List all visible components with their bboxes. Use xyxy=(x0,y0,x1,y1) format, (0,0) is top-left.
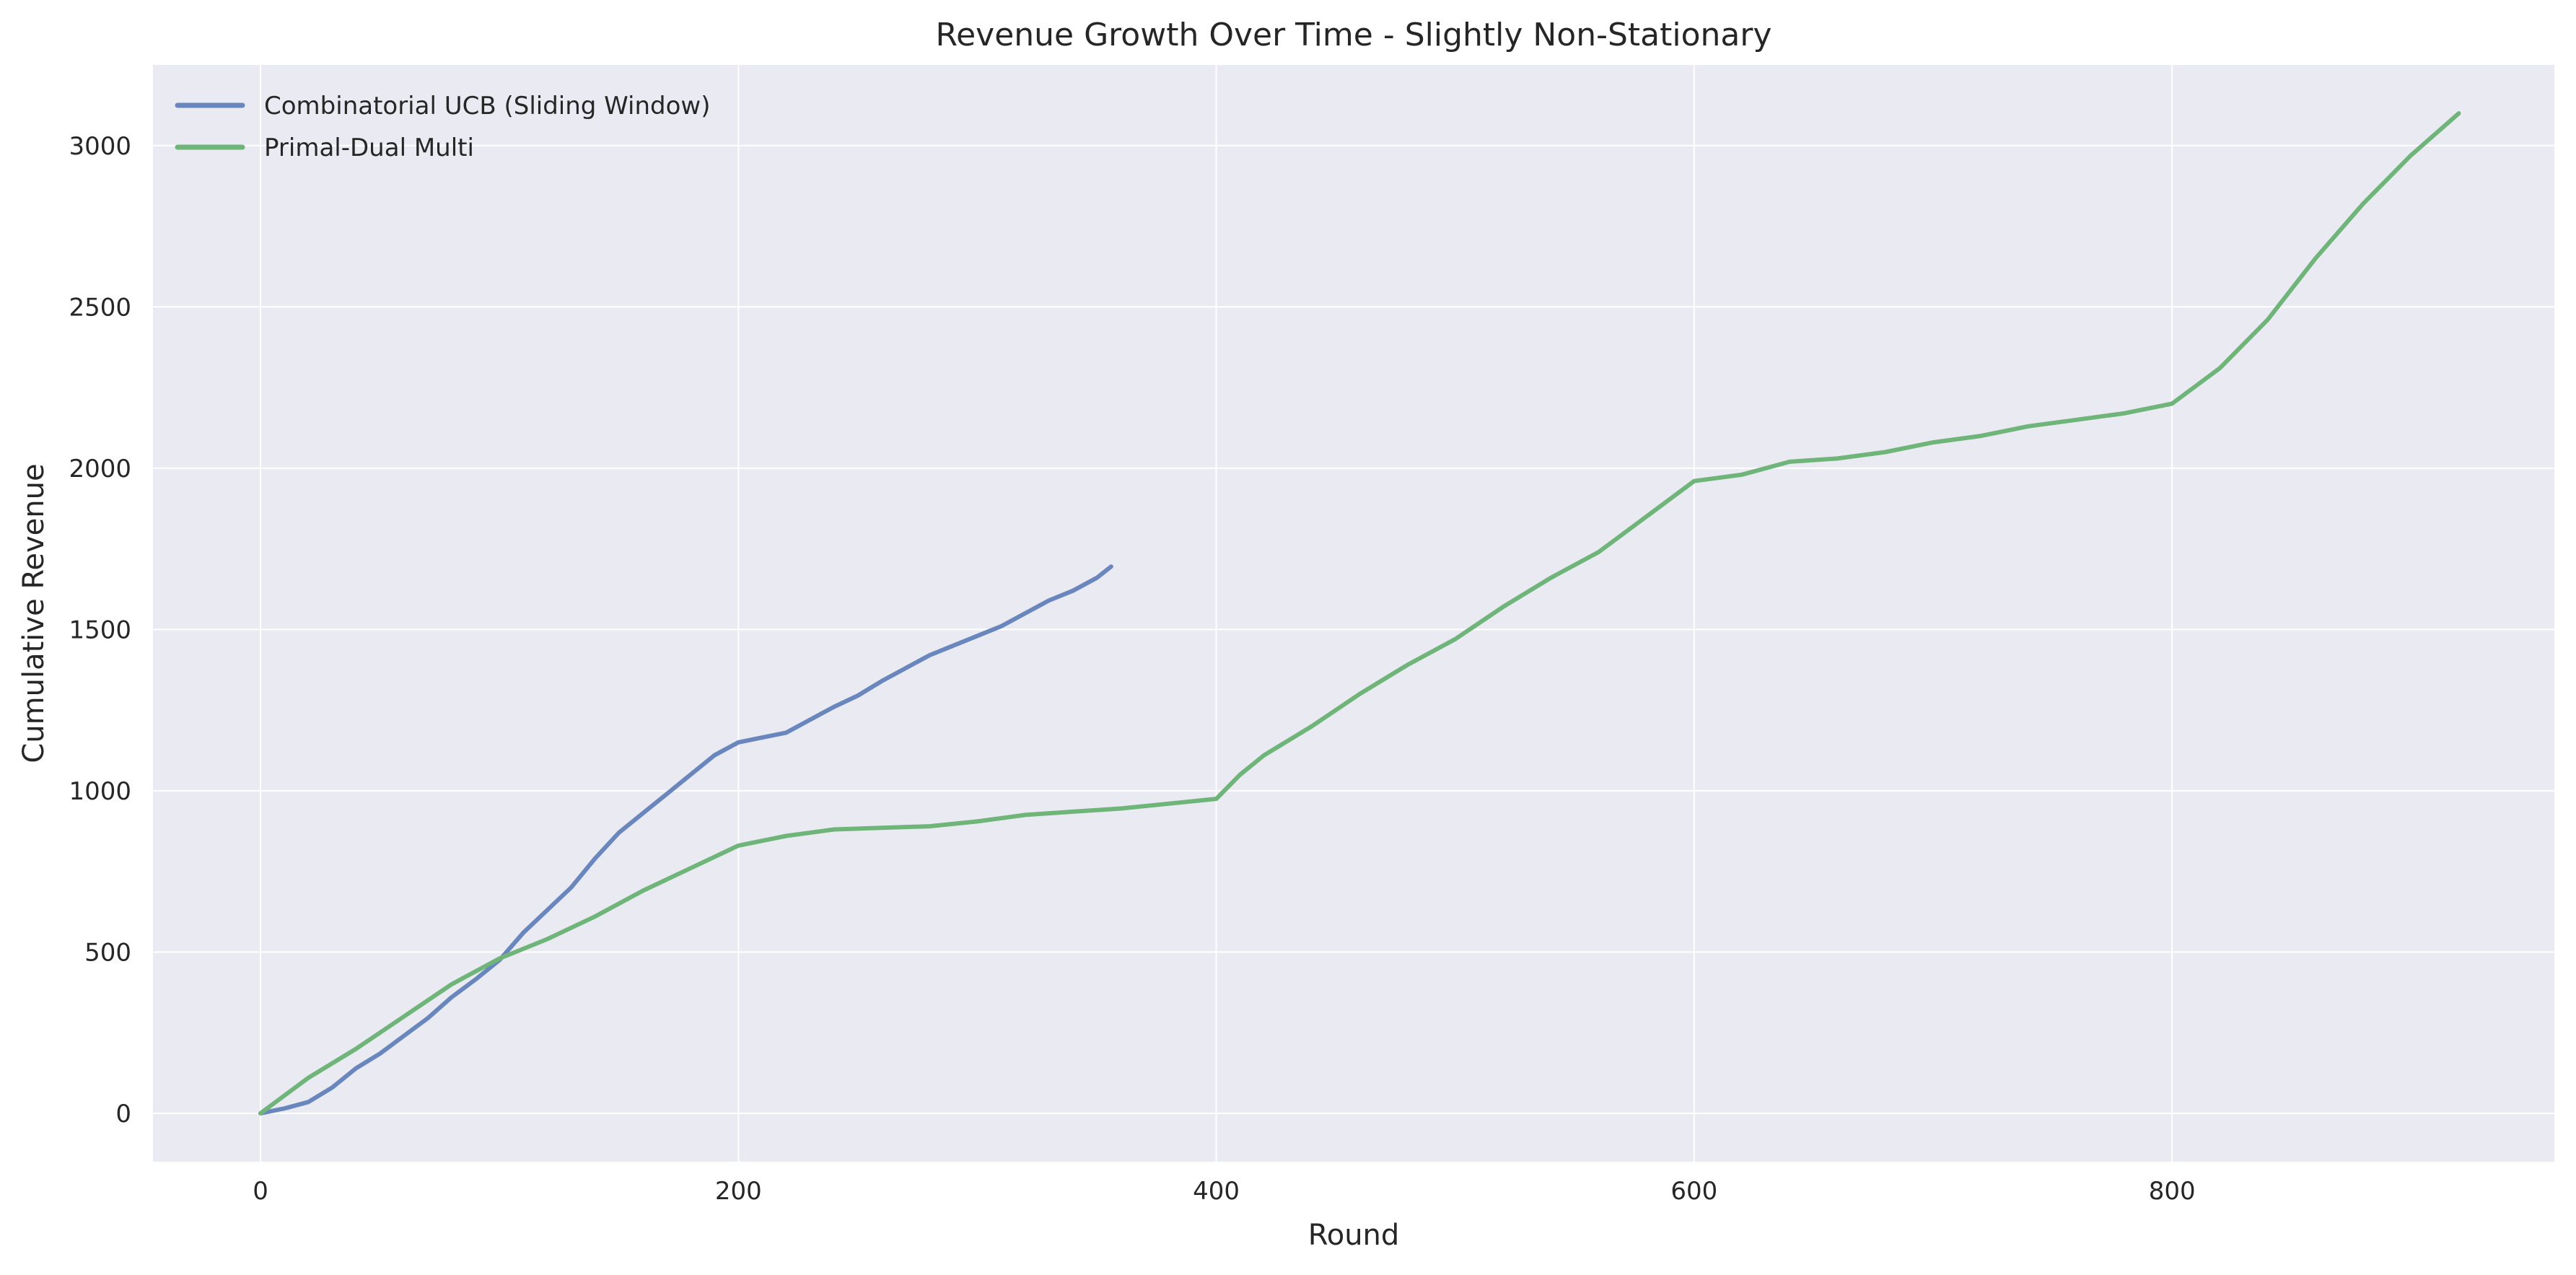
y-tick-label: 500 xyxy=(84,938,131,967)
legend: Combinatorial UCB (Sliding Window) Primal… xyxy=(175,92,711,162)
y-tick-label: 0 xyxy=(115,1100,131,1129)
series-lines xyxy=(258,111,2461,1116)
legend-label: Combinatorial UCB (Sliding Window) xyxy=(264,92,711,121)
legend-label: Primal-Dual Multi xyxy=(264,133,474,162)
x-tick-label: 200 xyxy=(715,1177,762,1206)
tick-labels: 0 200 400 600 800 0 500 1000 1500 2000 2500 3000 xyxy=(69,132,2195,1206)
series-line-2 xyxy=(258,111,2461,1116)
x-tick-label: 600 xyxy=(1670,1177,1717,1206)
y-tick-label: 2500 xyxy=(69,293,131,322)
x-axis-label: Round xyxy=(1308,1219,1400,1252)
x-tick-label: 0 xyxy=(253,1177,268,1206)
y-tick-label: 3000 xyxy=(69,132,131,161)
series-line-1 xyxy=(258,564,1113,1116)
x-tick-label: 800 xyxy=(2149,1177,2196,1206)
grid xyxy=(153,65,2554,1162)
y-tick-label: 1500 xyxy=(69,615,131,644)
y-tick-label: 2000 xyxy=(69,455,131,483)
plot-area xyxy=(153,65,2554,1162)
y-axis-label: Cumulative Revenue xyxy=(17,463,51,763)
y-tick-label: 1000 xyxy=(69,777,131,806)
x-tick-label: 400 xyxy=(1193,1177,1240,1206)
chart-title: Revenue Growth Over Time - Slightly Non-… xyxy=(935,17,1771,53)
